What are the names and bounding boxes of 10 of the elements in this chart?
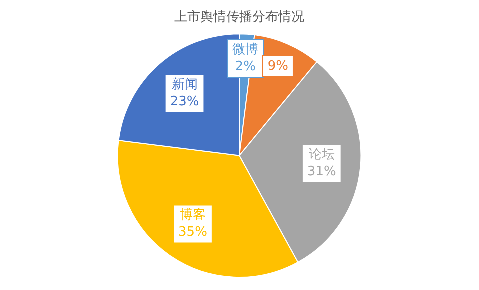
slice-label: 微博	[232, 42, 259, 58]
slice-label: 论坛	[308, 147, 335, 162]
data-label: 9%	[268, 58, 288, 74]
data-label: 23%	[170, 94, 200, 110]
data-label: 35%	[178, 225, 208, 240]
slice-label: 新闻	[172, 78, 198, 93]
data-label: 31%	[307, 164, 336, 180]
slice-label: 博客	[180, 207, 206, 224]
chart-title: 上市舆情传播分布情况	[174, 10, 304, 26]
data-label: 2%	[235, 60, 256, 75]
